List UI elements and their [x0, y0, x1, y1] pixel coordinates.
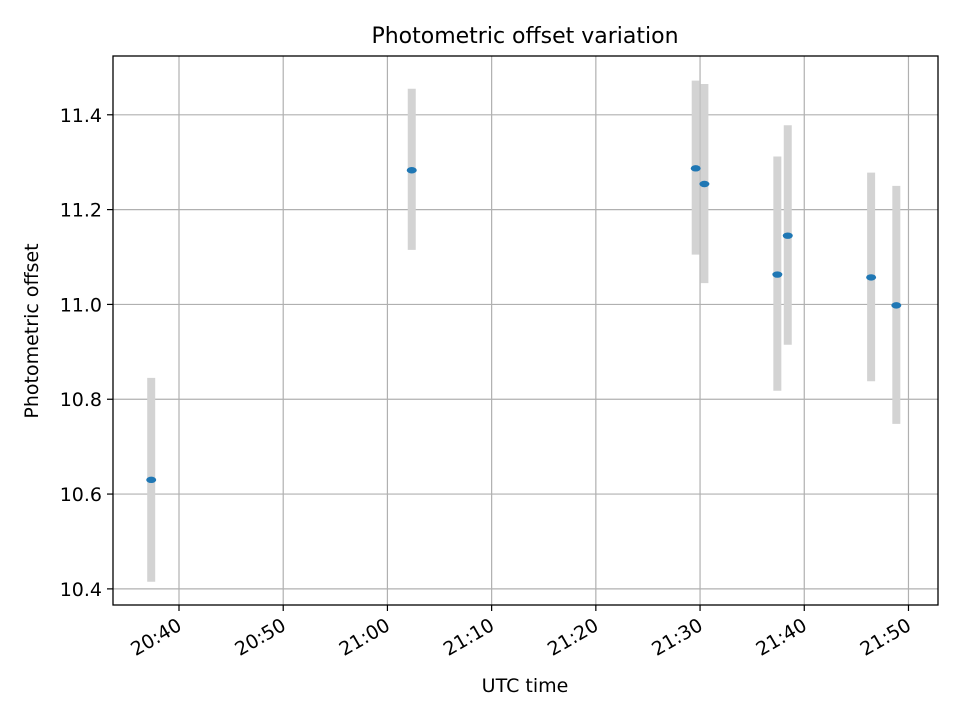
data-point	[782, 232, 793, 239]
x-tick-label: 21:00	[335, 614, 393, 660]
data-point	[406, 167, 417, 174]
chart-title: Photometric offset variation	[371, 24, 678, 49]
x-tick-label: 21:10	[440, 614, 498, 660]
data-point	[891, 302, 902, 309]
data-point	[699, 180, 710, 188]
data-point	[866, 274, 877, 281]
data-point	[146, 476, 157, 484]
plot-frame	[112, 55, 939, 606]
y-tick-label: 11.4	[60, 105, 102, 127]
y-axis-label: Photometric offset	[21, 243, 43, 418]
x-tick-label: 21:20	[544, 614, 602, 660]
x-tick-label: 21:30	[648, 614, 706, 660]
grid-lines	[113, 56, 938, 605]
y-tick-label: 10.6	[60, 484, 102, 506]
error-bars	[147, 80, 901, 582]
data-point	[772, 271, 783, 278]
x-tick-label: 21:50	[857, 614, 915, 660]
y-tick-label: 10.4	[60, 579, 102, 601]
x-tick-label: 21:40	[752, 614, 810, 660]
y-tick-label: 11.0	[60, 294, 102, 316]
axis-ticks: 20:40 20:50 21:00 21:10 21:20 21:30 21:40 21:50…	[60, 105, 915, 661]
y-tick-label: 10.8	[60, 389, 102, 411]
x-tick-label: 20:50	[231, 614, 289, 660]
data-point	[690, 165, 701, 172]
x-axis-label: UTC time	[482, 675, 569, 697]
x-tick-label: 20:40	[127, 614, 185, 660]
y-tick-label: 11.2	[60, 200, 102, 222]
data-points	[146, 165, 902, 484]
